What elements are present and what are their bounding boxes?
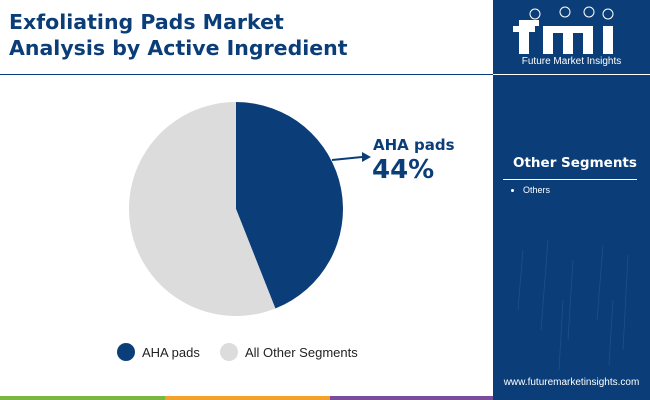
pie-slice-all-other-segments bbox=[129, 101, 276, 317]
page-title: Exfoliating Pads Market Analysis by Acti… bbox=[9, 9, 479, 61]
legend-item-aha-pads: AHA pads bbox=[117, 343, 200, 361]
other-segments-item-label: Others bbox=[523, 185, 551, 195]
legend-item-all-other-segments: All Other Segments bbox=[220, 343, 358, 361]
pie-chart bbox=[129, 101, 371, 317]
callout-value: 44% bbox=[372, 155, 435, 185]
other-segments-title: Other Segments bbox=[513, 155, 637, 171]
title-divider bbox=[0, 74, 493, 75]
legend-swatch-all-other-segments bbox=[220, 343, 238, 361]
panel-divider bbox=[493, 74, 650, 75]
bottom-color-bar bbox=[0, 396, 650, 400]
bottom-bar-segment-orange bbox=[165, 396, 330, 400]
bottom-bar-segment-purple bbox=[330, 396, 493, 400]
callout-arrow bbox=[331, 152, 371, 162]
pie-slice-aha-pads bbox=[236, 102, 343, 309]
side-panel: Future Market Insights Other Segments Ot… bbox=[493, 0, 650, 400]
other-segments-divider bbox=[503, 179, 637, 180]
legend-label-all-other-segments: All Other Segments bbox=[245, 344, 358, 360]
fmi-logo bbox=[513, 6, 614, 54]
page-title-line-1: Exfoliating Pads Market bbox=[9, 10, 284, 34]
panel-texture bbox=[517, 239, 629, 371]
bottom-bar-segment-green bbox=[0, 396, 165, 400]
other-segments-item: Others bbox=[511, 185, 550, 195]
bullet-icon bbox=[511, 189, 514, 193]
callout-label: AHA pads bbox=[373, 136, 455, 154]
pie-slices bbox=[129, 101, 343, 317]
page-title-line-2: Analysis by Active Ingredient bbox=[9, 36, 348, 60]
company-name: Future Market Insights bbox=[521, 56, 622, 67]
bottom-bar-segment-navy bbox=[493, 396, 650, 400]
legend-swatch-aha-pads bbox=[117, 343, 135, 361]
legend-label-aha-pads: AHA pads bbox=[142, 344, 200, 360]
website-url[interactable]: www.futuremarketinsights.com bbox=[503, 377, 640, 388]
